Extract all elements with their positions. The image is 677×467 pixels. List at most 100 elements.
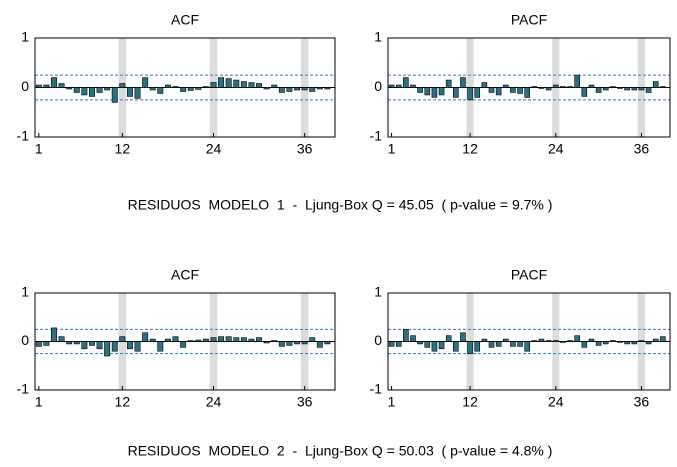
bar: [524, 87, 531, 98]
bar: [517, 87, 523, 94]
bar: [438, 341, 445, 350]
bar: [126, 87, 133, 97]
bar: [510, 87, 516, 93]
bar: [119, 336, 126, 342]
bar: [134, 87, 141, 99]
bar: [595, 341, 602, 346]
bar: [481, 338, 488, 342]
bar: [240, 337, 247, 342]
bar: [104, 341, 111, 357]
bar: [545, 340, 552, 342]
bar: [638, 87, 645, 91]
bar: [324, 341, 331, 345]
bar: [581, 341, 588, 348]
bar: [602, 341, 609, 345]
bar: [301, 341, 308, 345]
bar: [631, 87, 638, 91]
bar: [445, 335, 452, 342]
bar: [73, 341, 80, 345]
bar: [294, 87, 300, 91]
bar: [660, 336, 666, 342]
bar: [531, 340, 538, 342]
bar: [126, 341, 133, 350]
bar: [225, 78, 232, 88]
bar: [316, 87, 323, 90]
bar: [157, 341, 164, 352]
bar: [309, 337, 316, 342]
x-tick-label: 1: [388, 394, 396, 410]
bar: [164, 338, 171, 342]
bar: [233, 79, 240, 88]
bar: [271, 340, 278, 342]
bar: [66, 341, 73, 345]
bar: [96, 87, 103, 93]
chart-title: ACF: [171, 267, 199, 283]
bar: [610, 340, 616, 342]
bar: [495, 87, 502, 96]
bar: [395, 341, 402, 347]
bar: [638, 340, 645, 342]
x-tick-label: 24: [206, 141, 222, 157]
bar: [460, 77, 466, 88]
bar: [142, 332, 149, 342]
bar: [431, 341, 438, 352]
bar: [574, 335, 580, 342]
bar: [43, 84, 50, 88]
bar: [89, 341, 95, 346]
bar: [388, 341, 395, 347]
bar: [119, 83, 126, 88]
bar: [58, 336, 65, 342]
x-tick-label: 1: [35, 141, 43, 157]
bar: [660, 86, 666, 88]
bar: [240, 81, 247, 88]
y-tick-label: -1: [17, 381, 30, 397]
bar: [403, 329, 409, 342]
bar: [164, 84, 171, 88]
chart-title: PACF: [511, 12, 547, 28]
x-tick-label: 24: [206, 394, 222, 410]
bar: [624, 87, 630, 91]
bar: [474, 341, 481, 352]
bar: [410, 335, 416, 342]
bar: [652, 81, 659, 88]
bar: [531, 86, 538, 88]
bar: [202, 86, 209, 88]
bar: [467, 87, 473, 101]
chart-title: PACF: [511, 267, 547, 283]
bar: [631, 341, 638, 345]
y-tick-label: -1: [17, 128, 30, 144]
bar: [610, 86, 616, 88]
bar: [187, 87, 194, 91]
bar: [51, 77, 57, 88]
x-tick-label: 36: [634, 141, 650, 157]
bar: [438, 87, 445, 96]
y-tick-label: 1: [374, 29, 382, 45]
caption: RESIDUOS MODELO 2 - Ljung-Box Q = 50.03 …: [128, 443, 553, 459]
bar: [149, 338, 156, 342]
bar: [453, 87, 459, 98]
bar: [180, 341, 187, 348]
bar: [460, 332, 466, 342]
bar: [417, 87, 423, 93]
bar: [481, 82, 488, 88]
bar: [595, 87, 602, 93]
bar: [195, 87, 202, 90]
bar: [502, 84, 509, 88]
bar: [256, 83, 263, 88]
bar: [195, 339, 202, 342]
bar: [474, 87, 481, 98]
bar: [104, 87, 111, 91]
caption: RESIDUOS MODELO 1 - Ljung-Box Q = 45.05 …: [128, 197, 553, 213]
bar: [524, 341, 531, 352]
bar: [149, 87, 156, 91]
bar: [617, 341, 623, 343]
bar: [567, 340, 573, 342]
bar: [89, 87, 95, 97]
bar: [552, 84, 559, 88]
bar: [233, 337, 240, 342]
bar: [424, 87, 431, 96]
bar: [488, 87, 495, 93]
bar: [453, 341, 459, 352]
bar: [202, 338, 209, 342]
